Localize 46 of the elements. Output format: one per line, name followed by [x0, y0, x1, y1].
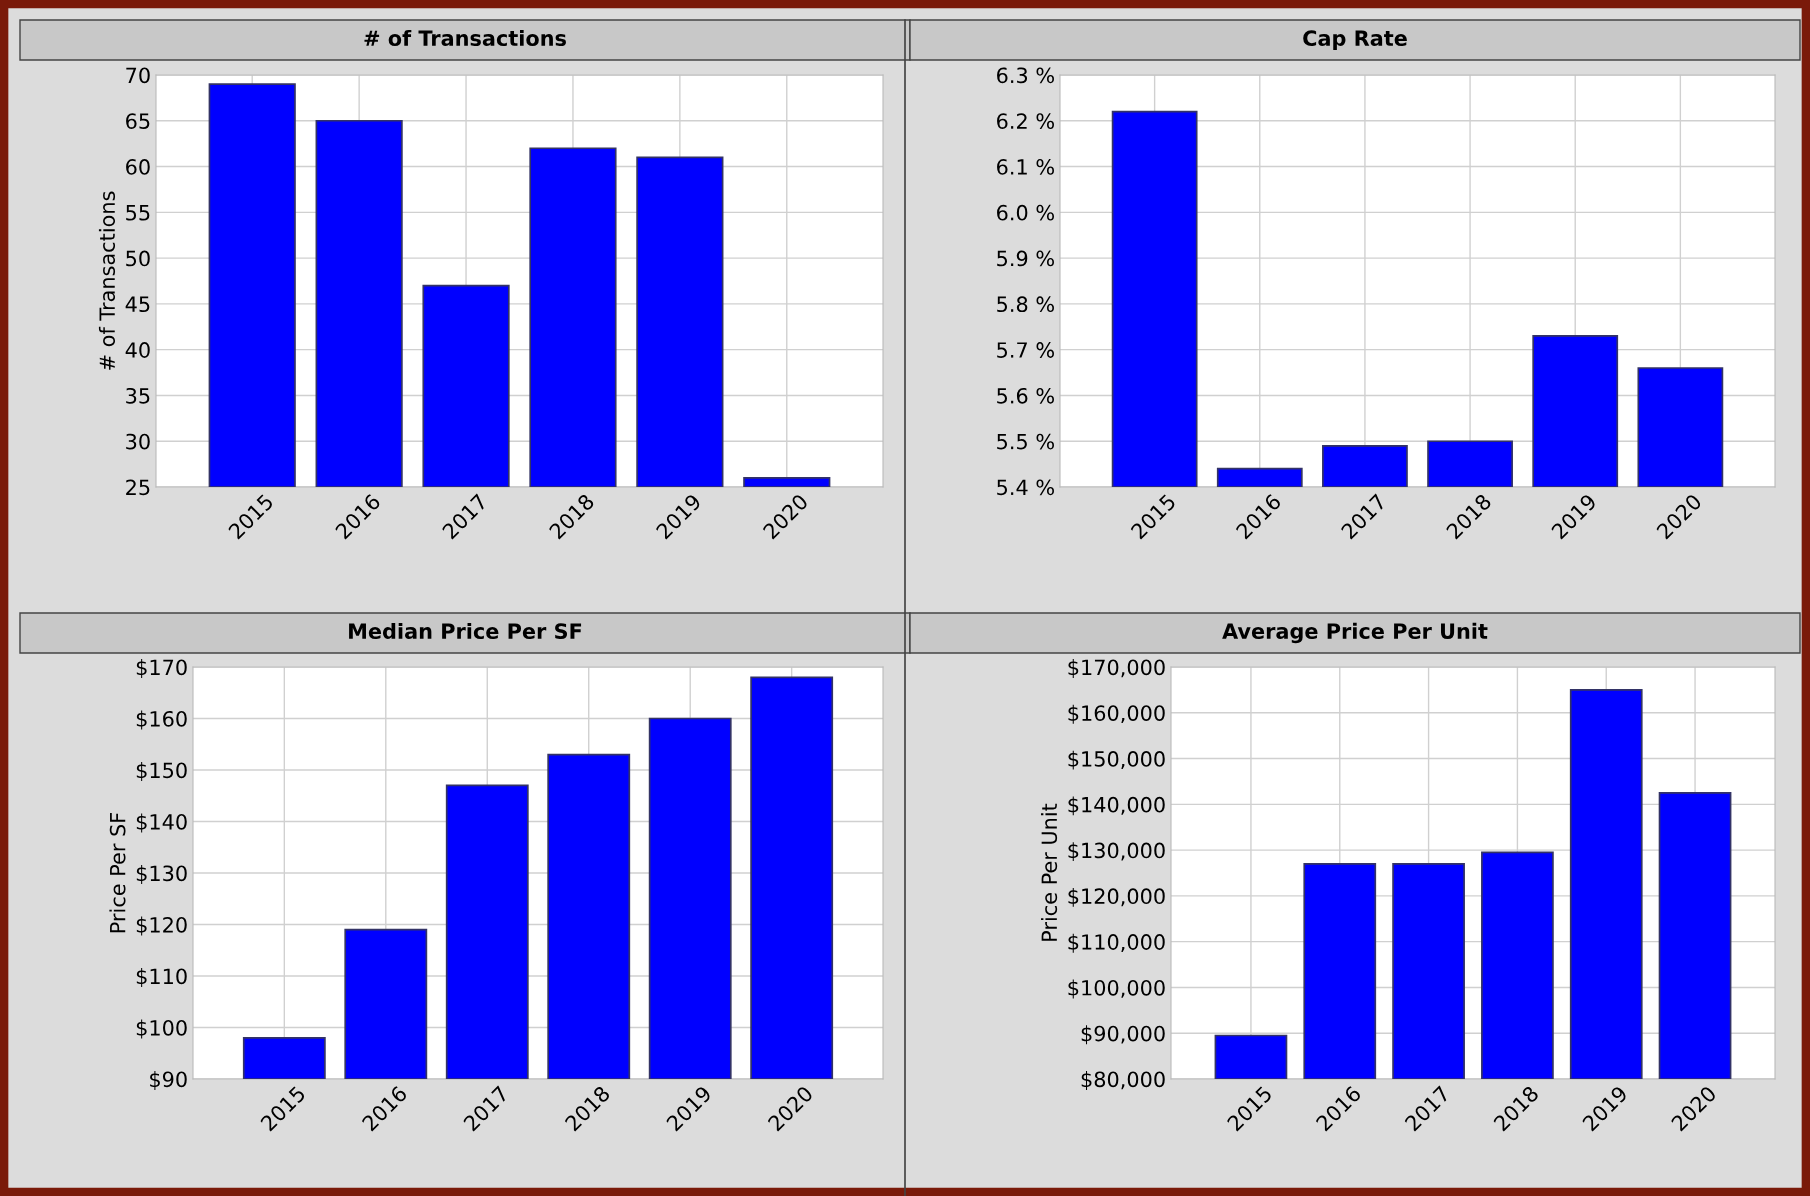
- chart-title: Average Price Per Unit: [1222, 622, 1488, 644]
- y-tick-label: 40: [125, 342, 150, 358]
- y-tick-label: $110,000: [1068, 933, 1165, 953]
- y-tick-label: $150,000: [1068, 750, 1165, 770]
- y-axis-title: # of Transactions: [98, 191, 116, 370]
- chart-title: Median Price Per SF: [349, 622, 582, 640]
- y-tick-label: 65: [126, 113, 150, 129]
- y-axis-title: Price Per SF: [109, 812, 126, 933]
- y-tick-label: $170,000: [1068, 659, 1165, 678]
- y-tick-label: $90: [150, 1071, 187, 1090]
- y-tick-label: $80,000: [1081, 1071, 1165, 1090]
- y-tick-label: 25: [126, 479, 150, 496]
- y-tick-label: 5.7 %: [997, 342, 1054, 358]
- y-tick-label: 45: [125, 296, 150, 313]
- y-tick-label: $130: [136, 865, 187, 884]
- y-tick-label: 6.2 %: [997, 113, 1054, 129]
- y-tick-label: 5.5 %: [997, 433, 1054, 450]
- y-tick-label: 6.1 %: [997, 159, 1054, 175]
- y-tick-label: $110: [136, 968, 187, 987]
- chart-title: Cap Rate: [1303, 30, 1407, 51]
- y-tick-label: 60: [126, 159, 150, 175]
- y-tick-label: 50: [126, 250, 150, 267]
- y-tick-label: $120: [136, 916, 187, 936]
- y-tick-label: $140: [136, 813, 187, 833]
- y-tick-label: $140,000: [1068, 796, 1165, 816]
- y-tick-label: $120,000: [1068, 887, 1165, 907]
- y-tick-label: $160,000: [1068, 704, 1165, 724]
- y-tick-label: $150: [136, 762, 187, 781]
- y-tick-label: $100,000: [1068, 979, 1165, 999]
- y-tick-label: 6.0 %: [997, 204, 1054, 221]
- y-tick-label: 55: [126, 205, 150, 221]
- y-tick-label: 5.6 %: [997, 387, 1054, 404]
- y-tick-label: $130,000: [1068, 842, 1165, 862]
- y-tick-label: $170: [136, 659, 187, 678]
- y-tick-label: $100: [136, 1019, 187, 1039]
- y-tick-label: 5.9 %: [997, 250, 1054, 267]
- y-tick-label: 70: [126, 67, 150, 84]
- y-tick-label: 5.8 %: [997, 296, 1054, 313]
- y-tick-label: 5.4 %: [997, 479, 1054, 496]
- y-tick-label: $90,000: [1081, 1025, 1165, 1045]
- y-tick-label: 30: [126, 433, 150, 450]
- y-tick-label: 6.3 %: [997, 67, 1054, 84]
- y-axis-title: Price Per Unit: [1041, 803, 1058, 941]
- y-tick-label: 35: [126, 387, 150, 404]
- y-tick-label: $160: [136, 710, 187, 730]
- chart-title: # of Transactions: [364, 29, 566, 47]
